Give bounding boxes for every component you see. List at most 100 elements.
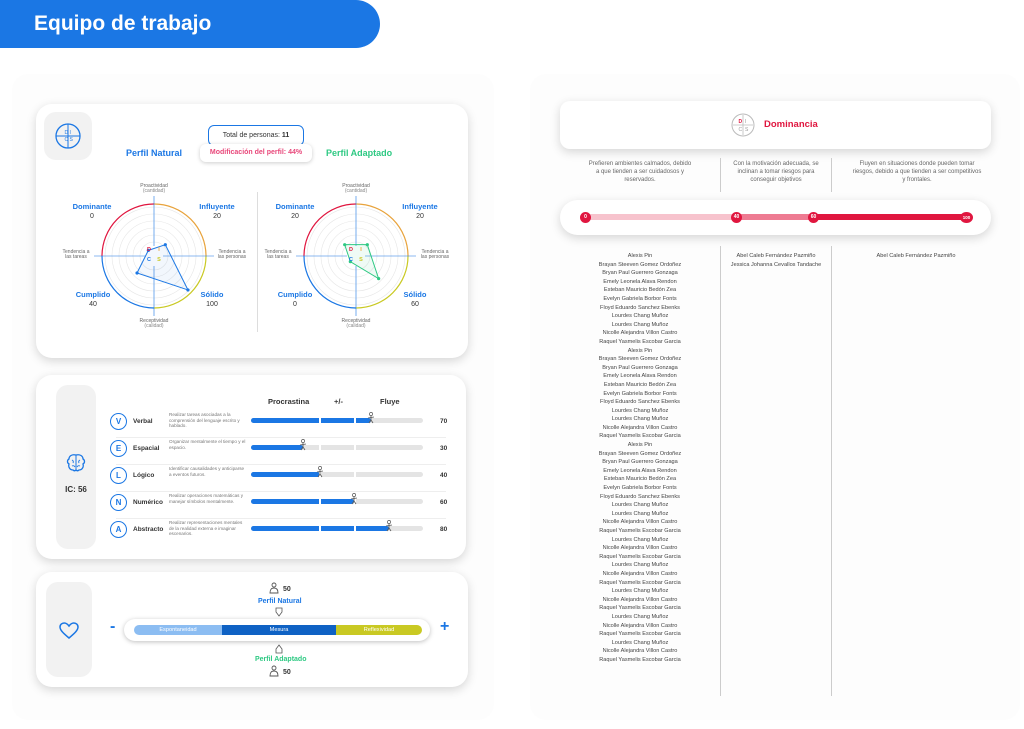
scale-segment-high — [813, 214, 966, 220]
natural-disc-c: C — [147, 257, 151, 263]
ic-bar-tick — [354, 417, 356, 424]
person-name: Esteban Mauricio Bedón Zea — [603, 476, 677, 483]
person-name: Lourdes Chang Muñoz — [611, 536, 669, 543]
adapted-solido-label: Sólido — [404, 290, 427, 299]
ic-col-mid: +/- — [334, 397, 343, 406]
adapted-dominante-value: 20 — [291, 213, 299, 220]
divider-4 — [831, 246, 832, 696]
natural-dominante-label: Dominante — [73, 202, 112, 211]
ic-row-divider — [116, 464, 446, 465]
ic-bar-tick — [319, 498, 321, 505]
adapted-radar-chart: Proactividad (cantidad) Receptividad (ca… — [265, 183, 450, 329]
adapted-solido-value: 60 — [411, 301, 419, 308]
ad-vertex — [343, 243, 347, 247]
plus-button[interactable]: + — [440, 618, 450, 635]
ic-letter-badge: V — [110, 413, 127, 430]
person-name: Nicolle Alejandra Villon Castro — [602, 545, 678, 552]
nat-quadrant-arc — [101, 203, 155, 257]
ic-row-desc: Identificar causalidades y anticiparse a… — [169, 466, 245, 477]
person-name: Lourdes Chang Muñoz — [611, 613, 669, 620]
ic-letter-badge: L — [110, 467, 127, 484]
adapted-influyente-label: Influyente — [402, 202, 437, 211]
scale-mark-40: 40 — [731, 212, 742, 223]
natural-axis-left-1: Tendencia a — [63, 249, 90, 255]
person-name: Raquel Yasmelis Escobar Garcia — [599, 656, 681, 663]
natural-influyente-label: Influyente — [199, 202, 234, 211]
natural-disc-s: S — [157, 257, 161, 263]
person-name: Alexis Pin — [627, 347, 653, 354]
person-name: Abel Caleb Fernández Pazmiño — [736, 253, 816, 259]
adapted-dominante-label: Dominante — [276, 202, 315, 211]
dominance-list-mid: Abel Caleb Fernández Pazmiño Jessica Joha… — [716, 252, 836, 269]
adapted-axis-left-1: Tendencia a — [265, 249, 292, 255]
ic-row-name: Verbal — [133, 418, 153, 425]
ic-row-desc: Realizar representaciones mentales de la… — [169, 520, 243, 536]
ic-bar-tick — [354, 525, 356, 532]
ic-card: IC: 56 Procrastina +/- Fluye V Verbal Re… — [36, 375, 466, 559]
svg-text:S: S — [745, 127, 749, 133]
natural-disc-i: I — [158, 247, 160, 253]
person-name: Raquel Yasmelis Escobar Garcia — [599, 553, 681, 560]
ad-quadrant-arc — [303, 203, 357, 257]
ic-col-procrastina: Procrastina — [268, 397, 310, 406]
emotion-scale: Espontaneidad Mesura Reflexividad — [124, 619, 430, 641]
heart-icon-box — [46, 582, 92, 677]
person-marker-icon — [385, 520, 392, 532]
ic-row-desc: Realizar operaciones matemáticas y manej… — [169, 493, 244, 504]
person-name: Raquel Yasmelis Escobar Garcia — [599, 605, 681, 612]
ic-row-desc: Organizar mentalmente el tiempo y el esp… — [169, 439, 246, 450]
person-name: Floyd Eduardo Sanchez Ebenks — [600, 399, 680, 406]
segment-reflexividad: Reflexividad — [336, 625, 422, 635]
natural-axis-left-2: las tareas — [65, 254, 87, 260]
person-name: Bryan Paul Guerrero Gonzaga — [602, 459, 678, 466]
natural-profile-title: Perfil Natural — [126, 148, 183, 158]
natural-solido-value: 100 — [206, 301, 218, 308]
dominance-header-card: D I C S Dominancia — [560, 101, 991, 149]
adapted-disc-i: I — [360, 247, 362, 253]
charts-divider — [257, 192, 258, 332]
scale-segment-mid — [737, 214, 813, 220]
scale-segment-low — [585, 214, 737, 220]
svg-text:C: C — [739, 127, 743, 133]
adapted-axis-top: Proactividad — [342, 183, 370, 189]
ic-letter-badge: E — [110, 440, 127, 457]
svg-text:D: D — [65, 130, 69, 136]
person-name: Nicolle Alejandra Villon Castro — [602, 330, 678, 337]
ic-col-fluye: Fluye — [380, 397, 400, 406]
svg-text:I: I — [745, 119, 746, 125]
minus-button[interactable]: - — [110, 618, 116, 635]
person-marker-icon — [316, 466, 323, 478]
ad-vertex — [365, 243, 369, 247]
natural-solido-label: Sólido — [201, 290, 224, 299]
svg-text:D: D — [739, 119, 743, 125]
person-name: Lourdes Chang Muñoz — [611, 588, 669, 595]
adapted-axis-bottom: Receptividad — [342, 318, 371, 324]
dominance-scale: 0 40 60 100 — [560, 200, 991, 235]
ic-bar-fill — [251, 418, 372, 423]
person-name: Emely Leonela Alava Rendon — [603, 373, 677, 380]
adapted-profile-title: Perfil Adaptado — [326, 148, 393, 158]
natural-influyente-value: 20 — [213, 213, 221, 220]
natural-disc-d: D — [147, 247, 151, 253]
adapted-axis-right-1: Tendencia a — [422, 249, 449, 255]
natural-person-icon — [269, 582, 279, 594]
adapted-disc-d: D — [349, 247, 353, 253]
adapted-cumplido-value: 0 — [293, 301, 297, 308]
adapted-marker-arrow — [275, 644, 283, 654]
ic-row-name: Numérico — [133, 499, 163, 506]
total-label: Total de personas: — [222, 132, 280, 139]
person-name: Alexis Pin — [627, 253, 653, 259]
person-name: Floyd Eduardo Sanchez Ebenks — [600, 493, 680, 500]
natural-axis-right-1: Tendencia a — [219, 249, 246, 255]
ic-row: V Verbal Realizar tareas asociadas a la … — [110, 412, 460, 437]
right-panel-bg — [530, 74, 1020, 720]
ic-label: IC: 56 — [65, 485, 87, 494]
person-name: Abel Caleb Fernández Pazmiño — [876, 253, 956, 259]
nat-vertex — [135, 271, 139, 275]
ic-bar-track — [251, 472, 423, 477]
person-name: Lourdes Chang Muñoz — [611, 510, 669, 517]
person-name: Nicolle Alejandra Villon Castro — [602, 648, 678, 655]
ic-bar-fill — [251, 499, 355, 504]
ic-row-name: Espacial — [133, 445, 160, 452]
natural-dominante-value: 0 — [90, 213, 94, 220]
